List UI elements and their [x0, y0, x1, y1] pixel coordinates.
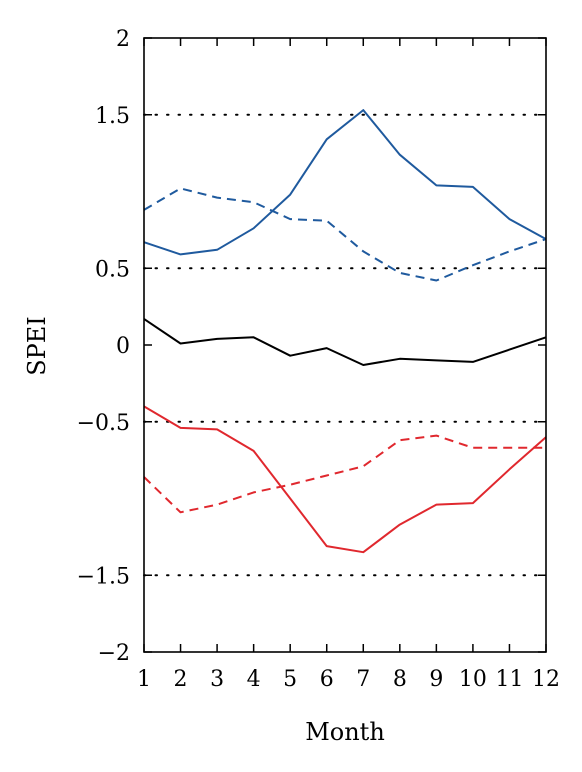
- y-axis-label: SPEI: [23, 316, 51, 376]
- series-line-0: [143, 109, 547, 256]
- series-line-3: [143, 405, 547, 554]
- x-tick-label: 1: [137, 667, 151, 692]
- series-line-4: [143, 434, 546, 514]
- x-tick-label: 5: [283, 667, 297, 692]
- x-tick-label: 2: [174, 667, 188, 692]
- y-tick-label: −0.5: [77, 411, 130, 436]
- x-tick-label: 7: [356, 667, 370, 692]
- y-tick-label: 1.5: [95, 104, 130, 129]
- y-tick-label: 0: [116, 334, 130, 359]
- y-tick-label: 2: [116, 27, 130, 52]
- axis-ticks: [143, 37, 547, 653]
- x-tick-label: 8: [393, 667, 407, 692]
- x-tick-label: 3: [210, 667, 224, 692]
- y-tick-labels: 2 1.5 0.5 0 −0.5 −1.5 −2: [77, 27, 130, 666]
- x-tick-label: 12: [532, 667, 560, 692]
- y-tick-label: −1.5: [77, 564, 130, 589]
- x-tick-label: 10: [459, 667, 487, 692]
- x-tick-label: 4: [247, 667, 261, 692]
- x-tick-label: 6: [320, 667, 334, 692]
- series-line-2: [143, 318, 547, 366]
- x-tick-label: 9: [429, 667, 443, 692]
- x-tick-labels: 1 2 3 4 5 6 7 8 9 10 11 12: [137, 667, 560, 692]
- series-lines: [143, 109, 547, 554]
- y-tick-label: −2: [98, 641, 130, 666]
- series-line-1: [143, 187, 547, 282]
- x-axis-label: Month: [305, 718, 385, 746]
- plot-frame: [143, 37, 547, 653]
- grid-lines: [143, 113, 547, 577]
- x-tick-label: 11: [495, 667, 523, 692]
- y-tick-label: 0.5: [95, 257, 130, 282]
